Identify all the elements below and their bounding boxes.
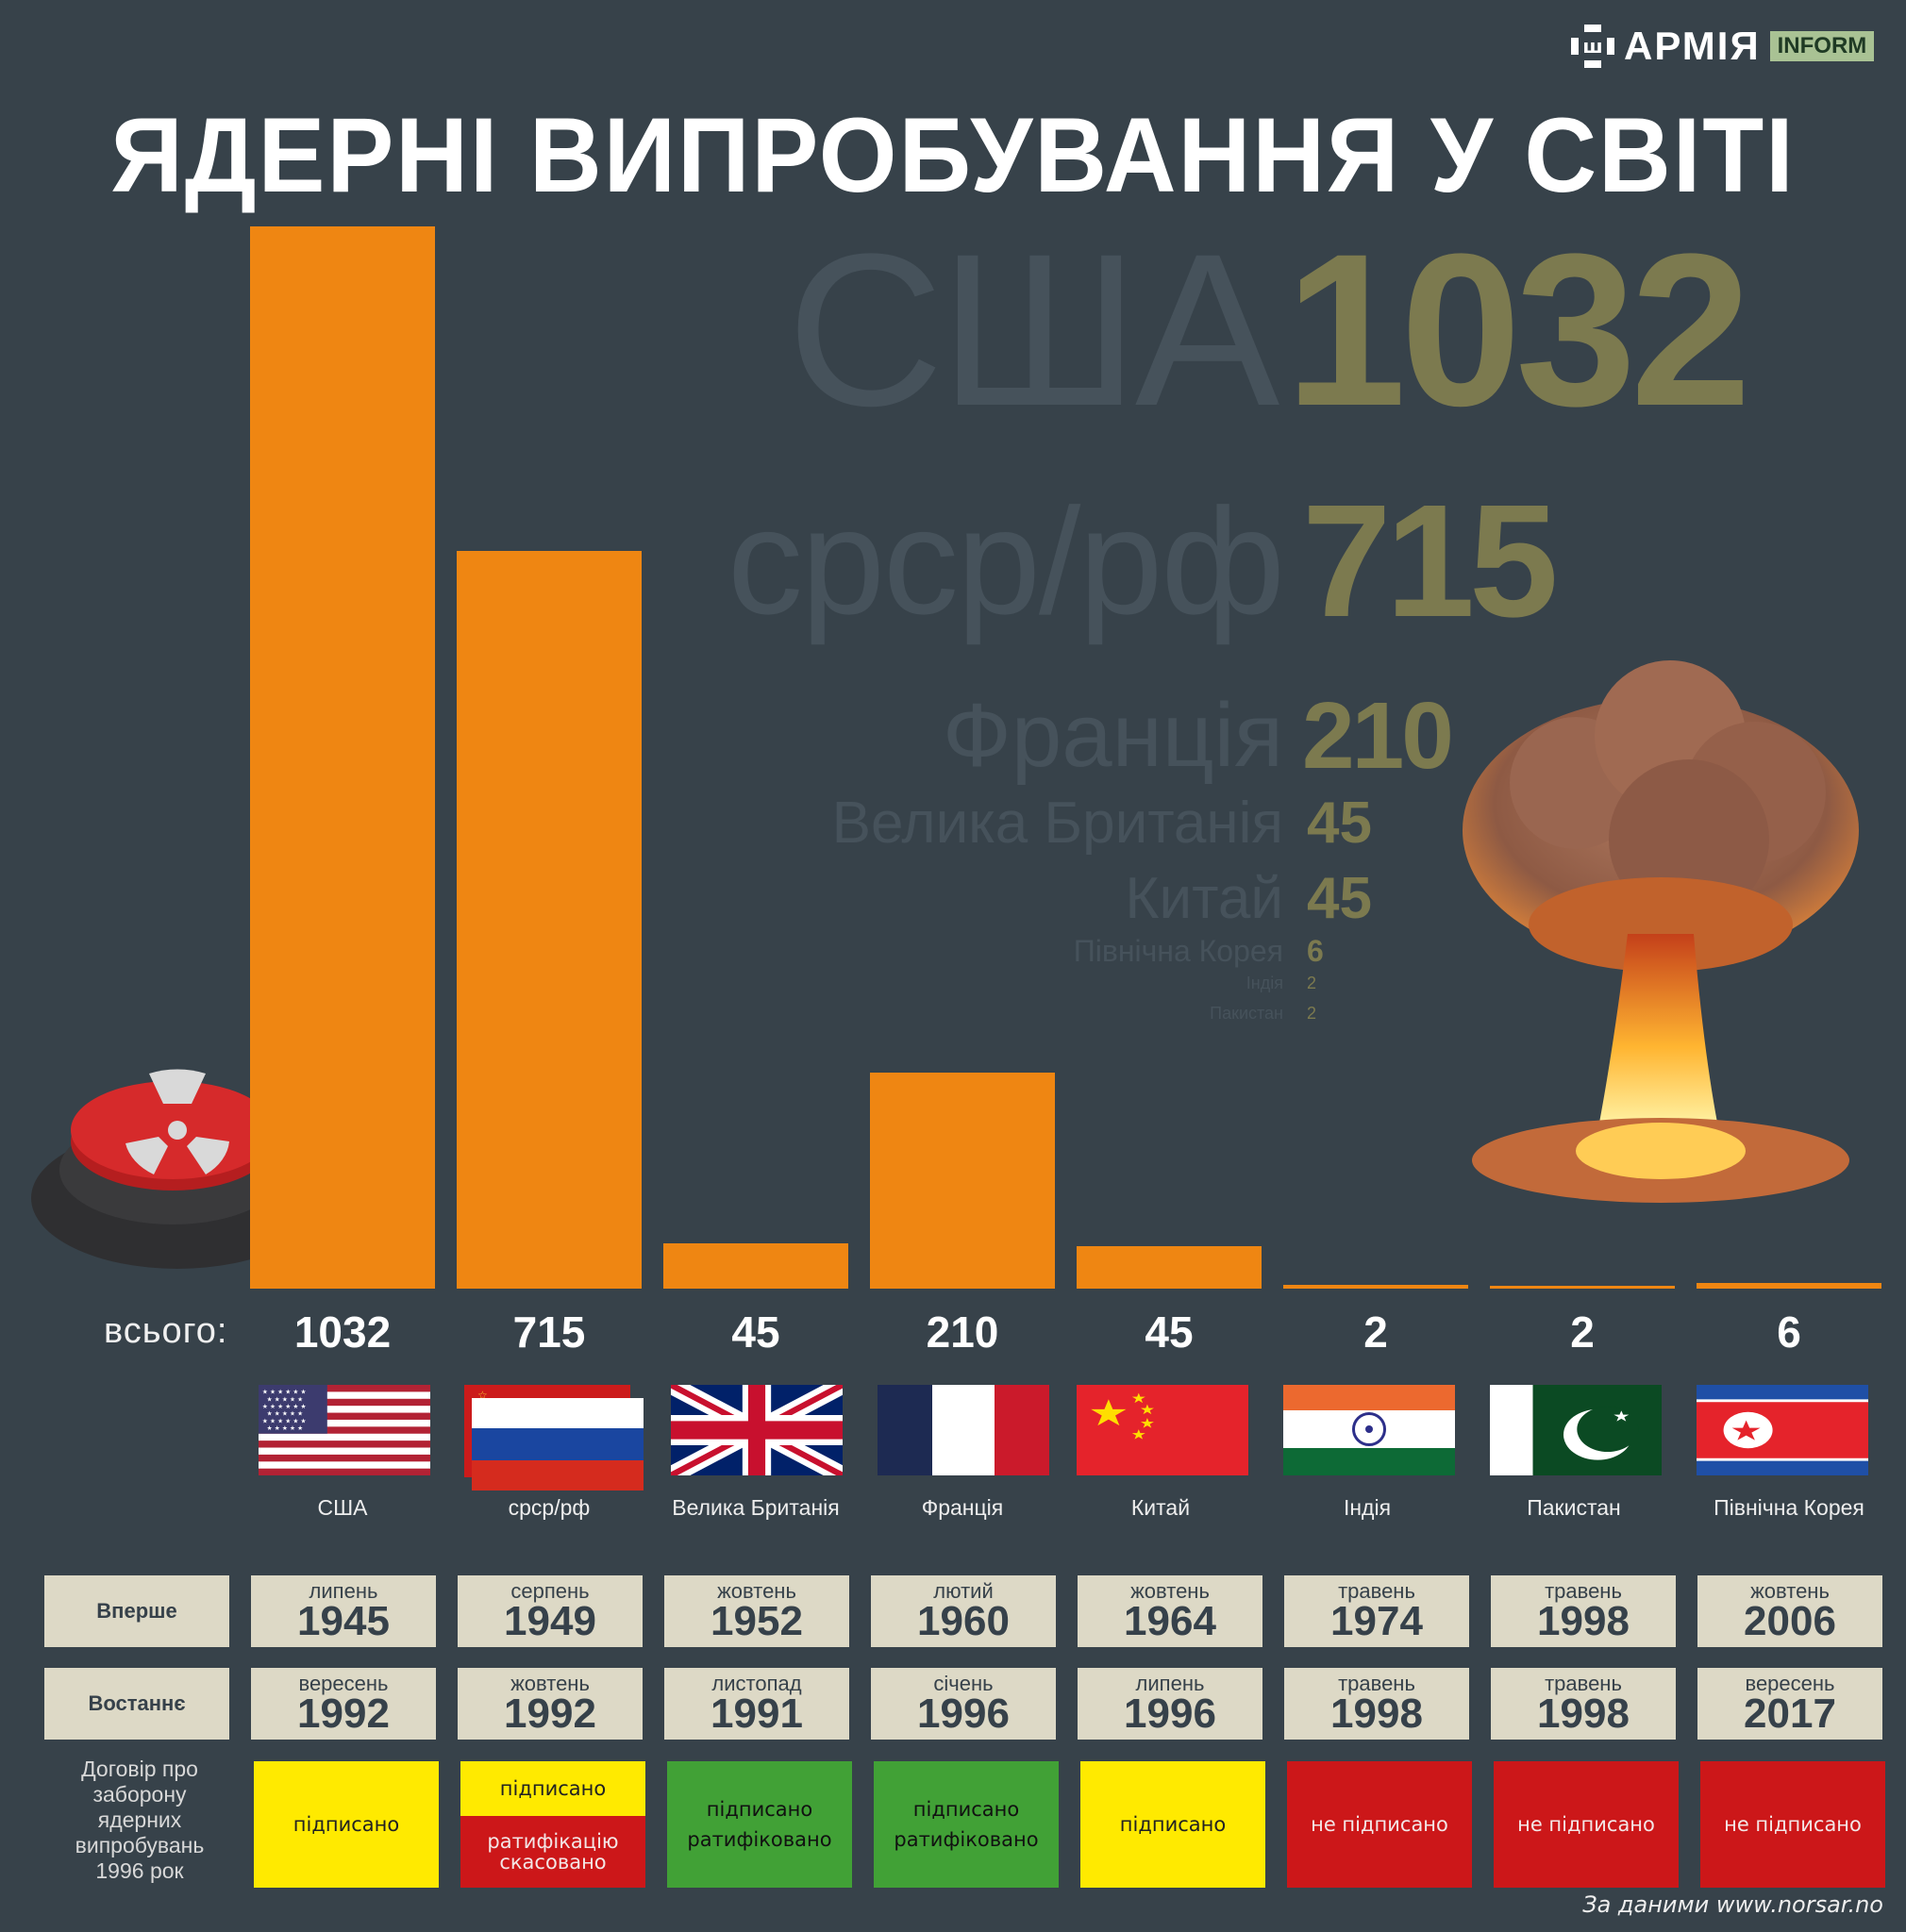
ghost-name-ussr: срср/рф [727,476,1283,645]
last-test-india: травень 1998 [1284,1668,1469,1740]
total-france: 210 [926,1307,999,1357]
bar-france [870,1073,1055,1289]
first-test-india: травень 1974 [1284,1575,1469,1647]
ghost-value: 1032 [1285,208,1751,451]
treaty-status-usa: підписано [254,1761,439,1888]
usa-flag-icon: ★ ★ ★ ★ ★ ★★ ★ ★ ★ ★ ★ ★ ★ ★ ★ ★★ ★ ★ ★ … [259,1385,430,1475]
north-korea-flag-icon: ★ [1697,1385,1868,1475]
pakistan-flag-icon: ★ [1490,1385,1662,1475]
country-name-china: Китай [1130,1495,1191,1520]
svg-text:★: ★ [1140,1402,1155,1418]
country-name-france: Франція [921,1495,1004,1520]
treaty-status-france: підписано ратифіковано [874,1761,1059,1888]
france-flag-icon [878,1385,1049,1475]
first-test-pakistan: травень 1998 [1491,1575,1676,1647]
last-test-france: січень 1996 [871,1668,1056,1740]
svg-text:★: ★ [1131,1426,1146,1442]
total-china: 45 [1145,1307,1194,1357]
bar-pakistan [1490,1286,1675,1289]
bar-usa [250,226,435,1289]
last-test-pakistan: травень 1998 [1491,1668,1676,1740]
ghost-ranking: США 1032 [660,208,1751,451]
ghost-value-uk: 45 [1307,791,1372,856]
india-flag-icon [1283,1385,1455,1475]
page-title: ЯДЕРНІ ВИПРОБУВАННЯ У СВІТІ [110,96,1796,214]
mushroom-cloud-icon [1463,660,1859,1203]
ghost-value-nk: 6 [1307,934,1324,968]
svg-text:★: ★ [1613,1408,1630,1425]
country-name-ussr-rf: срср/рф [508,1495,591,1520]
ghost-name: США [787,208,1279,451]
first-test-france: лютий 1960 [871,1575,1056,1647]
ghost-name-india: Індія [1246,974,1283,992]
row-header-first: Вперше [44,1575,229,1647]
svg-text:★: ★ [1730,1416,1763,1448]
country-name-usa: США [317,1495,368,1520]
first-test-ussr-rf: серпень 1949 [458,1575,643,1647]
treaty-status-china: підписано [1080,1761,1265,1888]
first-test-north-korea: жовтень 2006 [1697,1575,1882,1647]
ghost-value-china: 45 [1307,866,1372,931]
ghost-name-france: Франція [942,685,1283,786]
svg-text:★: ★ [1088,1392,1129,1435]
treaty-status-uk: підписано ратифіковано [667,1761,852,1888]
country-name-india: Індія [1343,1495,1392,1520]
ashoka-chakra-icon [1352,1412,1386,1447]
ghost-value-pakistan: 2 [1307,1004,1317,1023]
svg-text:★ ★ ★ ★ ★ ★: ★ ★ ★ ★ ★ ★ [262,1389,307,1396]
bar-uk [663,1243,848,1289]
last-test-ussr-rf: жовтень 1992 [458,1668,643,1740]
svg-text:★: ★ [1140,1415,1155,1431]
last-test-china: липень 1996 [1078,1668,1262,1740]
svg-text:★ ★ ★ ★ ★ ★: ★ ★ ★ ★ ★ ★ [262,1417,307,1424]
treaty-status-ussr-rf: підписано ратифікацію скасовано [460,1761,645,1888]
ghost-name-nk: Північна Корея [1073,934,1283,968]
ghost-value-india: 2 [1307,974,1317,992]
first-test-china: жовтень 1964 [1078,1575,1262,1647]
treaty-status-india: не підписано [1287,1761,1472,1888]
svg-text:★ ★ ★ ★ ★: ★ ★ ★ ★ ★ [267,1395,304,1403]
total-india: 2 [1363,1307,1388,1357]
treaty-label: Договір про заборону ядерних випробувань… [75,1757,205,1883]
svg-text:★ ★ ★ ★ ★: ★ ★ ★ ★ ★ [267,1410,304,1418]
logo-badge: INFORM [1769,31,1875,61]
svg-text:★: ★ [1131,1391,1146,1407]
country-name-pakistan: Пакистан [1527,1495,1621,1520]
bar-ussr-rf [457,551,642,1289]
last-test-usa: вересень 1992 [251,1668,436,1740]
ghost-name-pakistan: Пакистан [1210,1004,1283,1023]
total-uk: 45 [731,1307,780,1357]
total-north-korea: 6 [1777,1307,1801,1357]
first-test-uk: жовтень 1952 [664,1575,849,1647]
treaty-status-north-korea: не підписано [1700,1761,1885,1888]
total-usa: 1032 [293,1307,392,1357]
armiya-inform-logo: ш АРМІЯ INFORM [1571,24,1875,68]
ghost-name-china: Китай [1125,866,1283,931]
bar-china [1077,1246,1262,1289]
row-header-last: Востаннє [44,1668,229,1740]
svg-text:★ ★ ★ ★ ★ ★: ★ ★ ★ ★ ★ ★ [262,1403,307,1410]
first-test-usa: липень 1945 [251,1575,436,1647]
bar-north-korea [1697,1283,1881,1289]
svg-text:★ ★ ★ ★ ★: ★ ★ ★ ★ ★ [267,1424,304,1432]
treaty-status-pakistan: не підписано [1494,1761,1679,1888]
uk-flag-icon [671,1385,843,1475]
ghost-value-ussr: 715 [1302,472,1559,651]
cross-emblem-icon: ш [1571,25,1614,68]
ghost-name-uk: Велика Британія [831,791,1283,856]
ghost-value-france: 210 [1302,683,1454,789]
total-pakistan: 2 [1570,1307,1595,1357]
total-ussr-rf: 715 [512,1307,586,1357]
source-note: За даними www.norsar.no [1582,1891,1883,1918]
logo-text: АРМІЯ [1624,24,1761,68]
china-flag-icon: ★ ★ ★ ★ ★ [1077,1385,1248,1475]
last-test-north-korea: вересень 2017 [1697,1668,1882,1740]
ussr-rf-flag-icon: ☆ [464,1385,644,1491]
bar-india [1283,1285,1468,1289]
country-name-uk: Велика Британія [672,1495,840,1520]
last-test-uk: листопад 1991 [664,1668,849,1740]
totals-label: всього: [104,1311,228,1351]
country-name-north-korea: Північна Корея [1714,1495,1864,1520]
